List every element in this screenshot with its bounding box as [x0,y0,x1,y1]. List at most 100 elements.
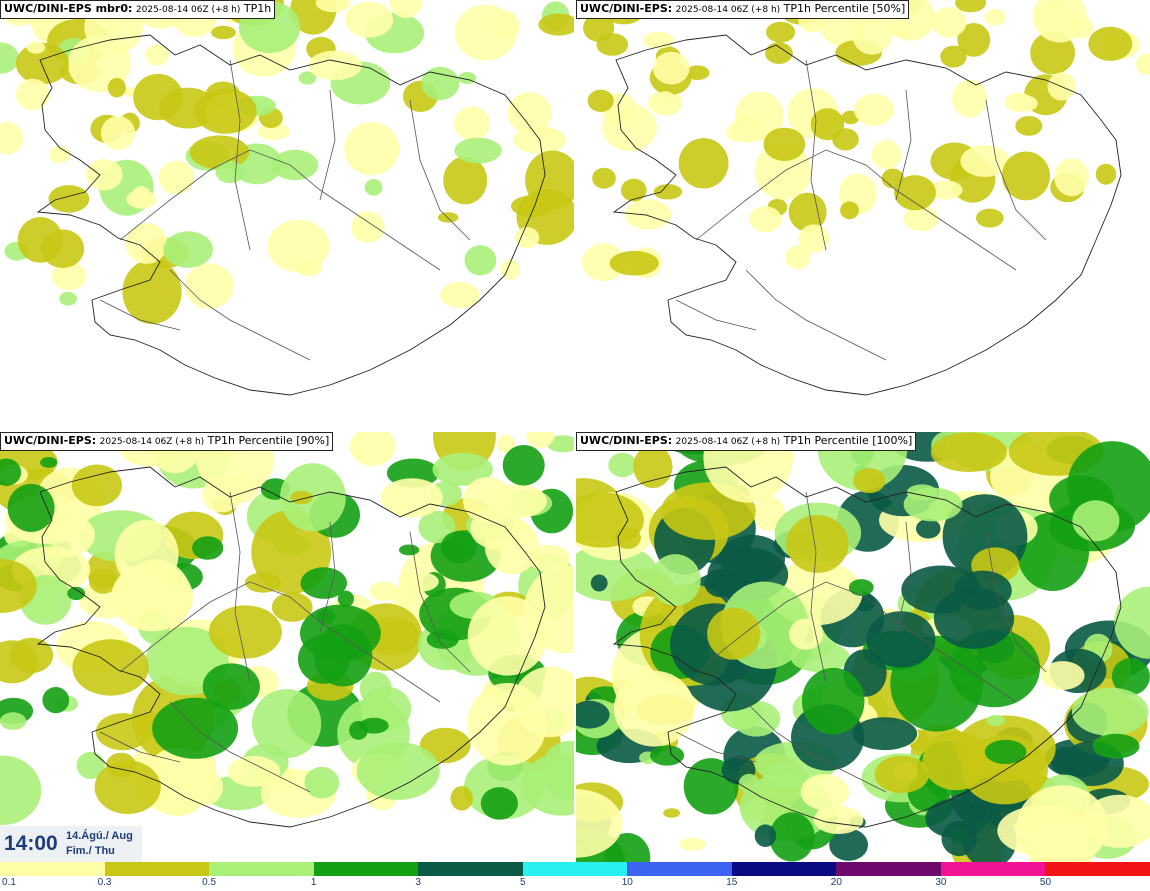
precip-blob [916,518,941,539]
precip-blob [726,123,746,142]
precip-blob [602,103,657,151]
precip-blob [42,687,70,714]
valid-date: 14.Ágú./ Aug [66,830,133,842]
map-panel-p50: UWC/DINI-EPS: 2025-08-14 06Z (+8 h) TP1h… [576,0,1150,430]
model-label: UWC/DINI-EPS: [580,2,673,15]
colorbar-segment [836,862,941,876]
precip-blob [107,77,126,98]
field-label: TP1h Percentile [100%] [783,434,913,447]
precip-blob [252,689,322,759]
colorbar-tick-label: 30 [935,877,947,888]
colorbar-tick-label: 3 [415,877,421,888]
precip-blob [308,50,362,81]
precip-blob [1088,26,1133,61]
precip-blob [840,201,859,220]
precip-blob [49,146,71,164]
precip-blob [894,175,936,211]
precip-blob [315,0,351,13]
precip-blob [738,773,760,794]
panel-title: UWC/DINI-EPS: 2025-08-14 06Z (+8 h) TP1h… [576,432,917,451]
precip-blob [271,592,313,622]
panel-title: UWC/DINI-EPS: 2025-08-14 06Z (+8 h) TP1h… [576,0,910,19]
precip-blob [769,812,815,862]
precip-blob [1071,687,1149,736]
colorbar-tick-label: 20 [830,877,842,888]
model-label: UWC/DINI-EPS: [580,434,673,447]
colorbar-tick-label: 10 [621,877,633,888]
precip-blob [955,0,987,13]
precip-blob [7,483,55,532]
precip-blob [1050,747,1081,775]
precip-blob [1040,661,1085,690]
precip-blob [454,137,502,164]
precip-blob [931,7,967,38]
precip-blob [163,231,213,268]
precip-blob [874,755,929,794]
precip-blob [829,828,868,861]
precip-blob [111,562,193,632]
precip-blob [587,89,614,113]
precip-blob [653,51,690,85]
precip-map [0,432,574,828]
run-date: 2025-08-14 06Z (+8 h) [675,5,781,15]
precip-blob [192,536,224,560]
colorbar-segment [731,862,837,876]
precip-blob [789,618,823,650]
precip-blob [300,567,347,599]
precip-blob [930,432,1007,472]
colorbar-segment [0,862,105,876]
precip-blob [528,544,571,573]
precip-blob [928,180,963,200]
precip-blob [1004,92,1033,113]
colorbar-tick-label: 1 [310,877,317,888]
run-date: 2025-08-14 06Z (+8 h) [675,437,781,447]
precip-blob [798,224,830,253]
precip-blob [941,820,977,857]
precip-blob [0,42,19,74]
precip-blob [391,588,415,607]
precip-blob [960,145,1010,177]
precip-blob [194,88,257,134]
colorbar-segment [313,862,419,876]
precip-blob [581,243,626,282]
precip-blob [788,192,827,232]
precip-blob [678,138,729,189]
precip-blob [707,607,761,660]
precip-blob [613,670,695,747]
precip-blob [271,149,319,181]
precip-blob [785,245,811,270]
precip-blob [491,10,520,40]
valid-time: 14:00 [4,832,58,855]
colorbar-tick-label: 0.1 [2,877,16,888]
precip-blob [16,78,50,111]
precip-blob [576,789,623,858]
precip-blob [881,168,905,189]
precip-blob [437,212,459,223]
precip-blob [359,671,392,706]
precip-blob [576,700,610,729]
precip-blob [337,590,354,607]
precip-blob [608,452,637,478]
precip-blob [463,477,513,524]
precip-blob [922,731,989,791]
precip-map [581,0,1150,396]
precip-blob [71,464,122,507]
precip-blob [94,760,161,815]
precip-blob [933,587,1015,649]
precip-blob [984,739,1027,764]
colorbar-tick-label: 50 [1039,877,1052,888]
precip-blob [786,515,849,573]
precip-blob [852,717,918,751]
precip-blob [280,463,346,532]
precip-blob [952,79,988,118]
precip-blob [145,44,170,66]
precip-blob [152,697,239,759]
precip-blob [986,715,1005,727]
precip-blob [940,45,967,68]
precip-blob [1030,31,1075,75]
precip-blob [211,25,236,40]
precip-blob [356,742,440,800]
precip-blob [0,458,22,486]
precip-blob [364,179,383,196]
model-label: UWC/DINI-EPS mbr0: [4,2,133,15]
